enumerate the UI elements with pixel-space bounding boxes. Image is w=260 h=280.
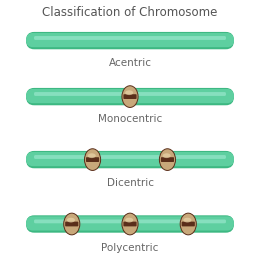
Ellipse shape [183, 218, 191, 223]
FancyBboxPatch shape [26, 89, 234, 103]
Text: Polycentric: Polycentric [101, 243, 159, 253]
FancyBboxPatch shape [182, 221, 195, 227]
FancyBboxPatch shape [26, 88, 234, 105]
Ellipse shape [122, 213, 138, 235]
FancyBboxPatch shape [34, 92, 226, 96]
FancyBboxPatch shape [86, 157, 99, 162]
FancyBboxPatch shape [124, 221, 136, 227]
Text: Acentric: Acentric [108, 58, 152, 68]
FancyBboxPatch shape [26, 33, 234, 47]
FancyBboxPatch shape [65, 221, 78, 227]
Ellipse shape [162, 153, 171, 158]
FancyBboxPatch shape [34, 155, 226, 159]
Ellipse shape [67, 218, 75, 223]
Ellipse shape [122, 86, 138, 108]
FancyBboxPatch shape [26, 152, 234, 166]
Text: Dicentric: Dicentric [107, 178, 153, 188]
Text: Monocentric: Monocentric [98, 114, 162, 124]
Ellipse shape [180, 213, 196, 235]
FancyBboxPatch shape [34, 36, 226, 40]
Text: Classification of Chromosome: Classification of Chromosome [42, 6, 218, 19]
FancyBboxPatch shape [26, 32, 234, 49]
FancyBboxPatch shape [34, 220, 226, 223]
FancyBboxPatch shape [124, 94, 136, 99]
Ellipse shape [64, 213, 80, 235]
Ellipse shape [88, 153, 96, 158]
Ellipse shape [84, 149, 101, 171]
FancyBboxPatch shape [26, 215, 234, 233]
Ellipse shape [125, 90, 133, 95]
FancyBboxPatch shape [26, 216, 234, 231]
Ellipse shape [159, 149, 176, 171]
FancyBboxPatch shape [161, 157, 174, 162]
FancyBboxPatch shape [26, 151, 234, 168]
Ellipse shape [125, 218, 133, 223]
